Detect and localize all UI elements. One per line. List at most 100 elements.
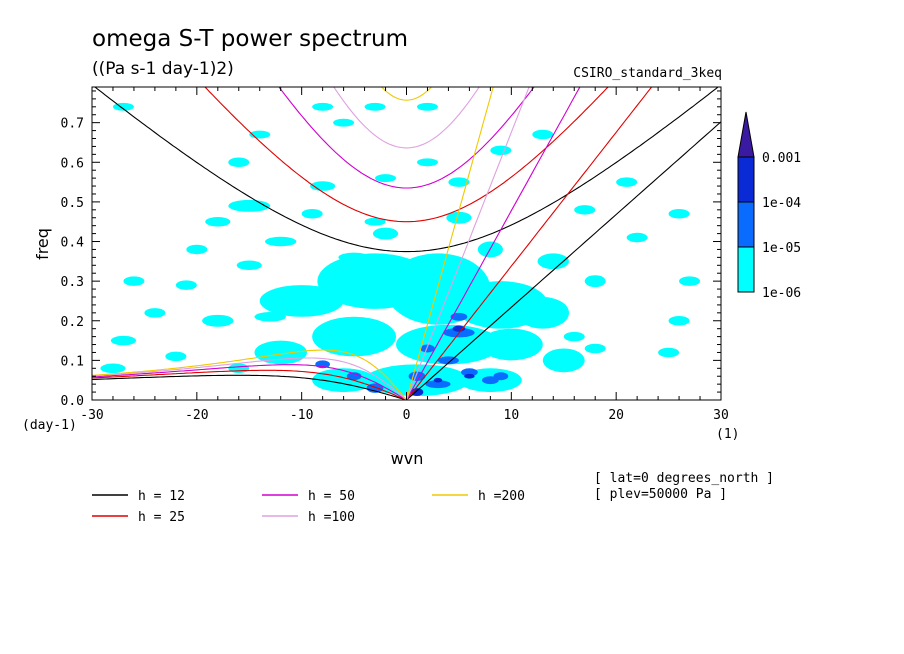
cyan-contour-region [658, 347, 680, 358]
legend-label-h25: h = 25 [138, 510, 185, 525]
inertio-gravity-curve-h200 [380, 87, 433, 101]
cyan-contour-region [123, 276, 145, 286]
cyan-contour-region [584, 343, 606, 354]
dispersion-curves [92, 87, 721, 400]
chart-title: omega S-T power spectrum [92, 26, 408, 52]
cyan-contour-region [668, 209, 690, 219]
cyan-contour-region [668, 316, 690, 326]
cyan-contour-region [416, 102, 438, 111]
cyan-contour-region [165, 351, 187, 362]
cyan-contour-region [254, 312, 286, 322]
y-tick-label: 0.6 [61, 156, 84, 171]
rossby-curve-h50 [92, 364, 407, 400]
cyan-contour-region [479, 328, 543, 361]
x-units-label: (1) [716, 427, 739, 442]
colorbar: 0.001 1e-04 1e-05 1e-06 [737, 111, 801, 301]
cyan-contour-region [259, 285, 344, 317]
rossby-curve-h200 [92, 349, 407, 400]
cyan-contour-region [563, 331, 585, 342]
cyan-contour-region [364, 102, 386, 111]
cyan-contour-region [679, 276, 701, 286]
x-tick-label: 30 [713, 408, 729, 423]
colorbar-band-1e-06 [737, 246, 755, 293]
cyan-contour-region [396, 324, 501, 365]
model-label: CSIRO_standard_3keq [573, 66, 722, 81]
cyan-contour-region [301, 209, 323, 219]
x-tick-label: 10 [504, 408, 520, 423]
blue-contour-region [420, 344, 435, 353]
plot-area: -30 -20 -10 0 10 20 30 0.00.10.20.30.40.50.60.… [61, 86, 729, 423]
navy-contour-region [452, 325, 466, 332]
x-tick-label: 0 [403, 408, 411, 423]
blue-contour-region [346, 372, 362, 381]
x-axis: -30 -20 -10 0 10 20 30 [80, 87, 729, 423]
cyan-contour-region [490, 145, 512, 156]
inertio-gravity-curve-h50 [278, 87, 535, 189]
y-tick-label: 0.0 [61, 394, 84, 409]
colorbar-label-1e-05: 1e-05 [762, 241, 801, 256]
blue-contour-region [461, 368, 478, 377]
cyan-contour-region [228, 157, 250, 168]
legend: h = 12 h = 25 h = 50 h =100 h =200 [92, 489, 525, 525]
rossby-curve-h25 [92, 369, 407, 400]
x-tick-label: 20 [608, 408, 624, 423]
y-tick-label: 0.1 [61, 354, 84, 369]
cyan-contour-region [333, 118, 355, 127]
cyan-contour-region [202, 314, 234, 327]
kelvin-curve-h12 [406, 121, 721, 400]
blue-contour-region [425, 380, 451, 389]
cyan-contour-region [264, 236, 297, 247]
navy-contour-region [464, 373, 475, 379]
y-tick-label: 0.3 [61, 275, 84, 290]
y-tick-label: 0.2 [61, 315, 84, 330]
blue-contour-region [450, 312, 468, 321]
y-axis-label: freq [33, 228, 52, 260]
x-tick-label: -20 [185, 408, 208, 423]
colorbar-label-0.001: 0.001 [762, 151, 801, 166]
cyan-contour-region [416, 158, 438, 167]
rossby-curve-h100 [92, 357, 407, 400]
cyan-contour-region [532, 129, 554, 140]
cyan-contour-region [372, 227, 399, 240]
inertio-gravity-curve-h100 [333, 87, 480, 149]
cyan-contour-region [205, 216, 231, 227]
cyan-contour-region [446, 211, 472, 224]
y-tick-label: 0.7 [61, 117, 84, 132]
cyan-contour-region [584, 275, 606, 288]
kelvin-curve-h50 [406, 87, 581, 400]
cyan-contour-region [112, 102, 134, 111]
legend-label-h50: h = 50 [308, 489, 355, 504]
y-axis: 0.0 0.1 0.2 0.3 0.4 0.5 0.6 0.7 [61, 90, 721, 409]
cyan-contour-region [516, 296, 569, 329]
legend-label-h200: h =200 [478, 489, 525, 504]
plev-info: [ plev=50000 Pa ] [594, 487, 727, 502]
kelvin-curve-h25 [406, 87, 653, 400]
lat-info: [ lat=0 degrees_north ] [594, 471, 774, 486]
cyan-contour-region [375, 174, 397, 183]
cyan-contour-region [364, 217, 386, 226]
x-axis-label: wvn [391, 449, 424, 468]
kelvin-curve-h200 [405, 87, 494, 400]
legend-label-h12: h = 12 [138, 489, 185, 504]
cyan-contour-region [175, 280, 197, 290]
colorbar-extend-arrow [737, 111, 755, 158]
cyan-contour-region [100, 363, 126, 374]
y-tick-label: 0.5 [61, 196, 84, 211]
cyan-contour-region [542, 348, 585, 373]
colorbar-label-1e-04: 1e-04 [762, 196, 801, 211]
legend-label-h100: h =100 [308, 510, 355, 525]
cyan-contour-region [537, 253, 569, 270]
inertio-gravity-curve-h25 [204, 87, 609, 223]
cyan-contour-region [228, 363, 250, 374]
blue-contour-region [493, 372, 509, 381]
contour-layer [100, 102, 701, 397]
cyan-contour-region [448, 177, 470, 187]
cyan-contour-region [110, 335, 137, 346]
cyan-contour-region [144, 308, 166, 318]
y-units-label: (day-1) [22, 418, 77, 433]
navy-contour-region [433, 377, 443, 383]
cyan-contour-region [312, 102, 334, 111]
cyan-contour-region [312, 316, 397, 357]
x-tick-label: -10 [290, 408, 313, 423]
